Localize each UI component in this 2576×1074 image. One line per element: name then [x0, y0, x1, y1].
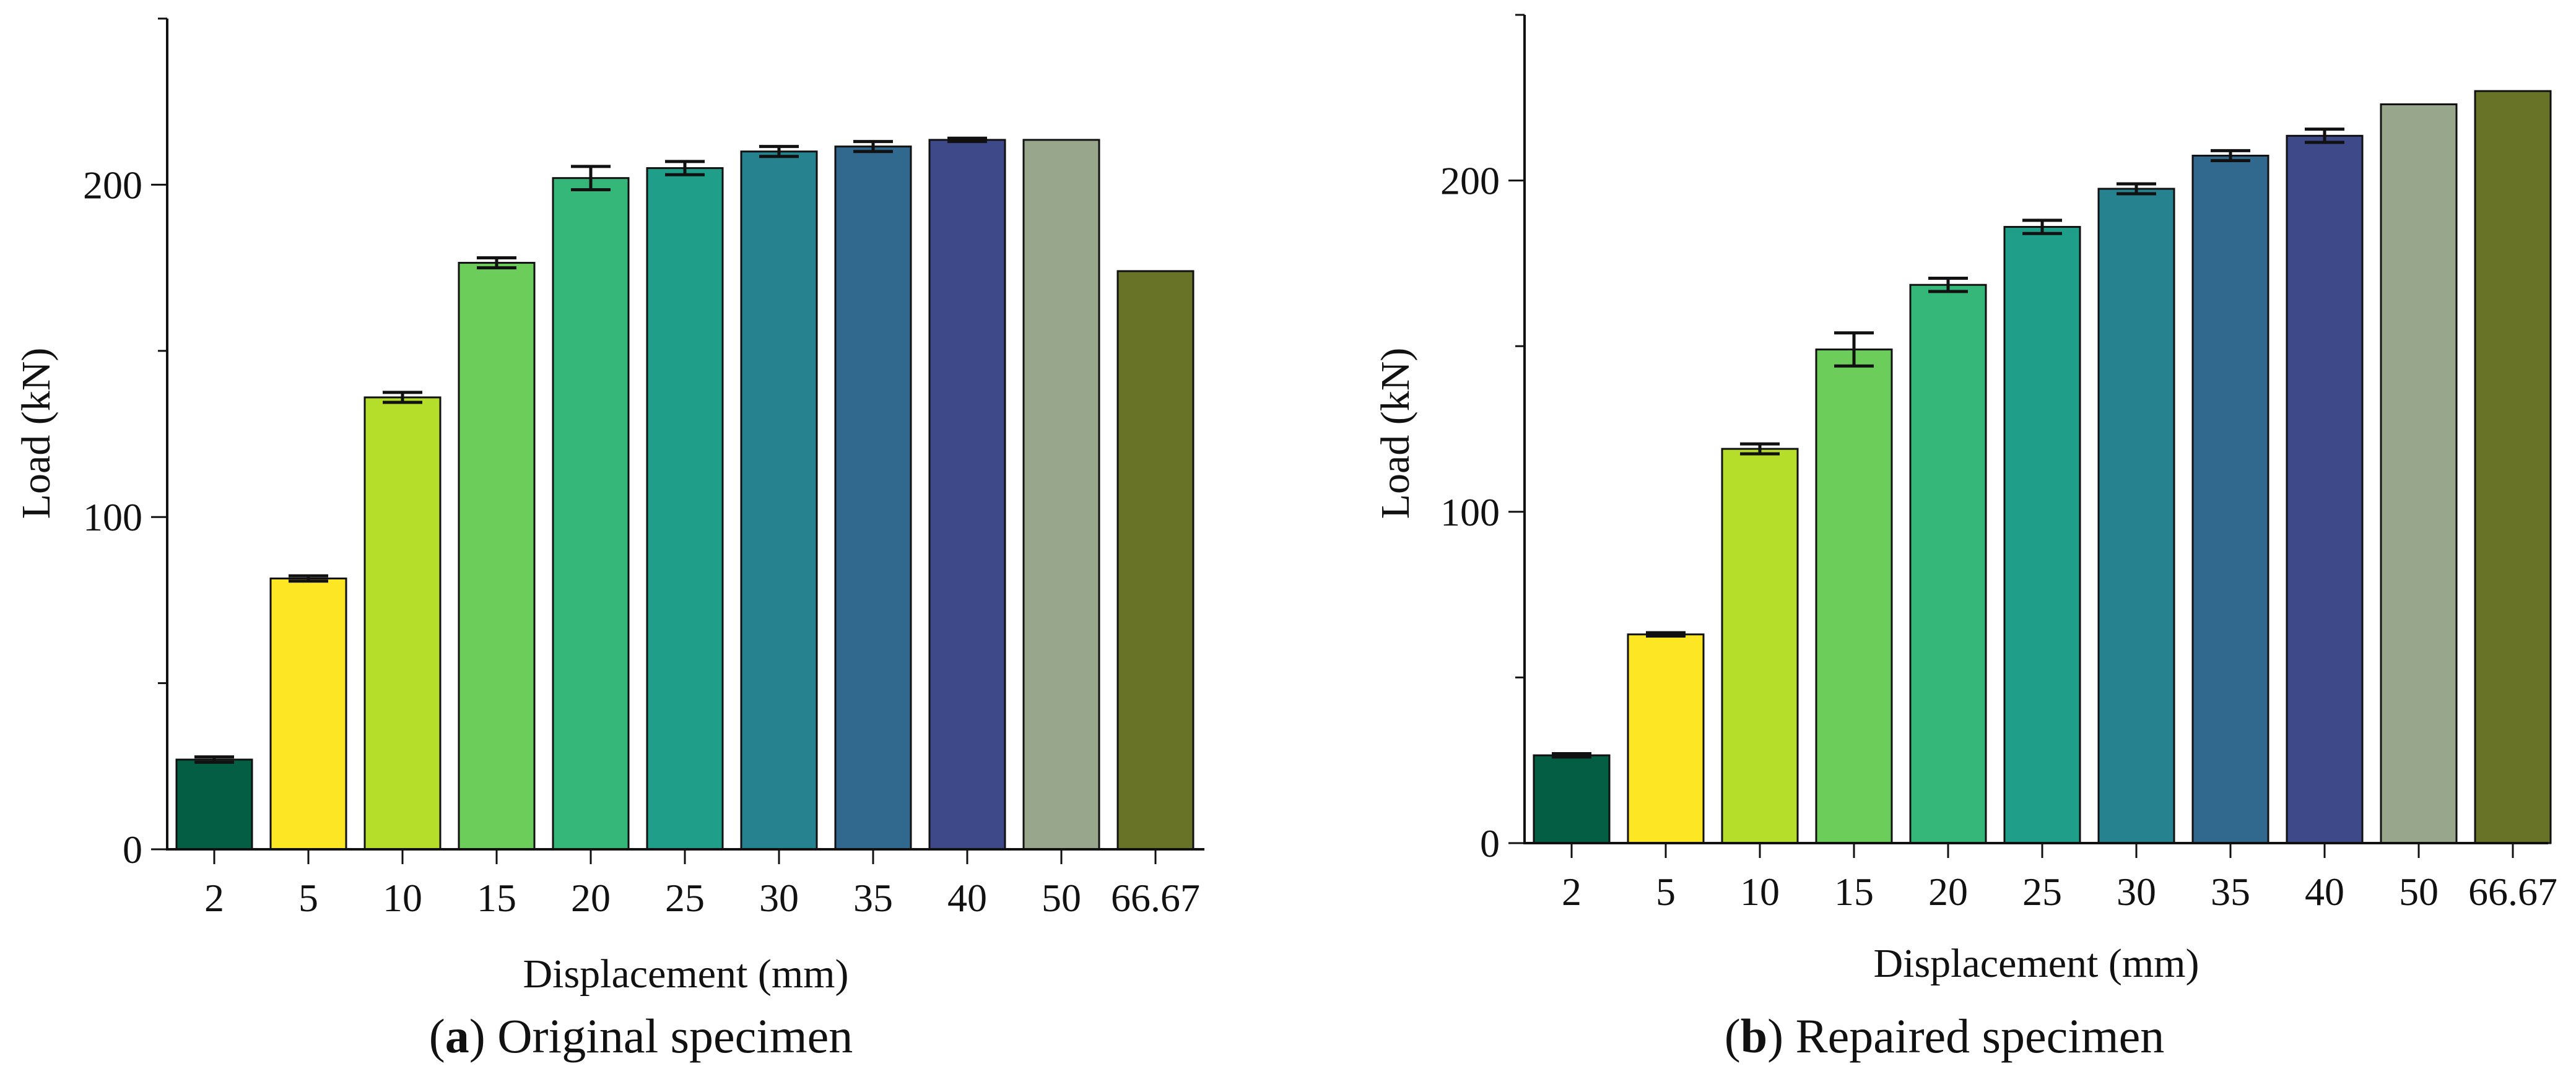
x-tick-label: 50	[1042, 876, 1081, 920]
bar-10	[363, 396, 442, 851]
error-bar-40	[947, 136, 987, 144]
x-axis-title: Displacement (mm)	[523, 951, 848, 997]
x-tick-label: 30	[759, 876, 799, 920]
x-tick-label: 2	[204, 876, 224, 920]
bar-5	[269, 578, 347, 851]
y-tick-label: 100	[83, 495, 142, 539]
bar-20	[1909, 284, 1987, 844]
x-tick-label: 5	[1656, 870, 1676, 914]
x-tick-label: 35	[853, 876, 893, 920]
bar-15	[458, 262, 536, 851]
y-axis-title: Load (kN)	[1373, 348, 1418, 519]
x-tick-label: 5	[298, 876, 318, 920]
bar-25	[646, 167, 724, 851]
error-bar-20	[571, 165, 611, 191]
error-bar-2	[194, 755, 234, 764]
error-bar-5	[289, 574, 328, 583]
bar-66.67	[2474, 90, 2552, 844]
error-bar-10	[1740, 442, 1780, 456]
bar-66.67	[1116, 270, 1194, 851]
x-tick-label: 50	[2399, 870, 2439, 914]
bar-20	[552, 177, 630, 851]
y-axis-title: Load (kN)	[14, 348, 59, 519]
error-bar-30	[759, 145, 799, 158]
x-tick-label: 15	[477, 876, 516, 920]
caption-a: (a) Original specimen	[429, 1009, 853, 1063]
bar-35	[834, 145, 912, 851]
bar-35	[2191, 154, 2269, 844]
x-tick-label: 10	[383, 876, 422, 920]
x-tick-label: 2	[1562, 870, 1582, 914]
error-bar-35	[853, 140, 893, 154]
error-bar-20	[1928, 276, 1968, 293]
y-tick-label: 0	[1480, 821, 1500, 865]
y-tick-label: 100	[1440, 490, 1500, 534]
bar-2	[1533, 754, 1611, 844]
x-tick-label: 30	[2117, 870, 2156, 914]
x-tick-label: 40	[2305, 870, 2344, 914]
bar-30	[740, 150, 818, 851]
error-bar-25	[2022, 219, 2062, 235]
x-tick-label: 66.67	[1111, 876, 1200, 920]
x-tick-label: 10	[1740, 870, 1780, 914]
error-bar-10	[383, 391, 422, 404]
bar-40	[2286, 134, 2364, 844]
x-tick-label: 20	[571, 876, 611, 920]
caption-b: (b) Repaired specimen	[1725, 1009, 2164, 1063]
error-bar-30	[2117, 182, 2156, 196]
bar-40	[928, 139, 1006, 851]
bar-2	[175, 758, 253, 851]
bar-50	[1022, 139, 1100, 851]
x-tick-label: 15	[1834, 870, 1874, 914]
error-bar-15	[477, 256, 516, 270]
error-bar-2	[1552, 751, 1591, 759]
y-tick-label: 200	[1440, 159, 1500, 203]
bar-30	[2097, 188, 2175, 844]
bar-25	[2003, 226, 2081, 844]
error-bar-15	[1834, 331, 1874, 368]
x-tick-label: 25	[665, 876, 705, 920]
bar-10	[1721, 448, 1799, 844]
y-tick-label: 0	[123, 828, 142, 872]
x-tick-label: 66.67	[2468, 870, 2557, 914]
error-bar-5	[1646, 631, 1686, 638]
bar-5	[1627, 633, 1705, 844]
bar-50	[2380, 103, 2458, 844]
x-tick-label: 35	[2211, 870, 2250, 914]
x-tick-label: 20	[1928, 870, 1968, 914]
error-bar-40	[2305, 128, 2344, 144]
error-bar-35	[2211, 149, 2250, 162]
bar-15	[1815, 349, 1893, 844]
y-tick-label: 200	[83, 163, 142, 207]
error-bar-25	[665, 160, 705, 176]
x-tick-label: 40	[947, 876, 987, 920]
x-tick-label: 25	[2022, 870, 2062, 914]
x-axis-title: Displacement (mm)	[1873, 941, 2199, 986]
